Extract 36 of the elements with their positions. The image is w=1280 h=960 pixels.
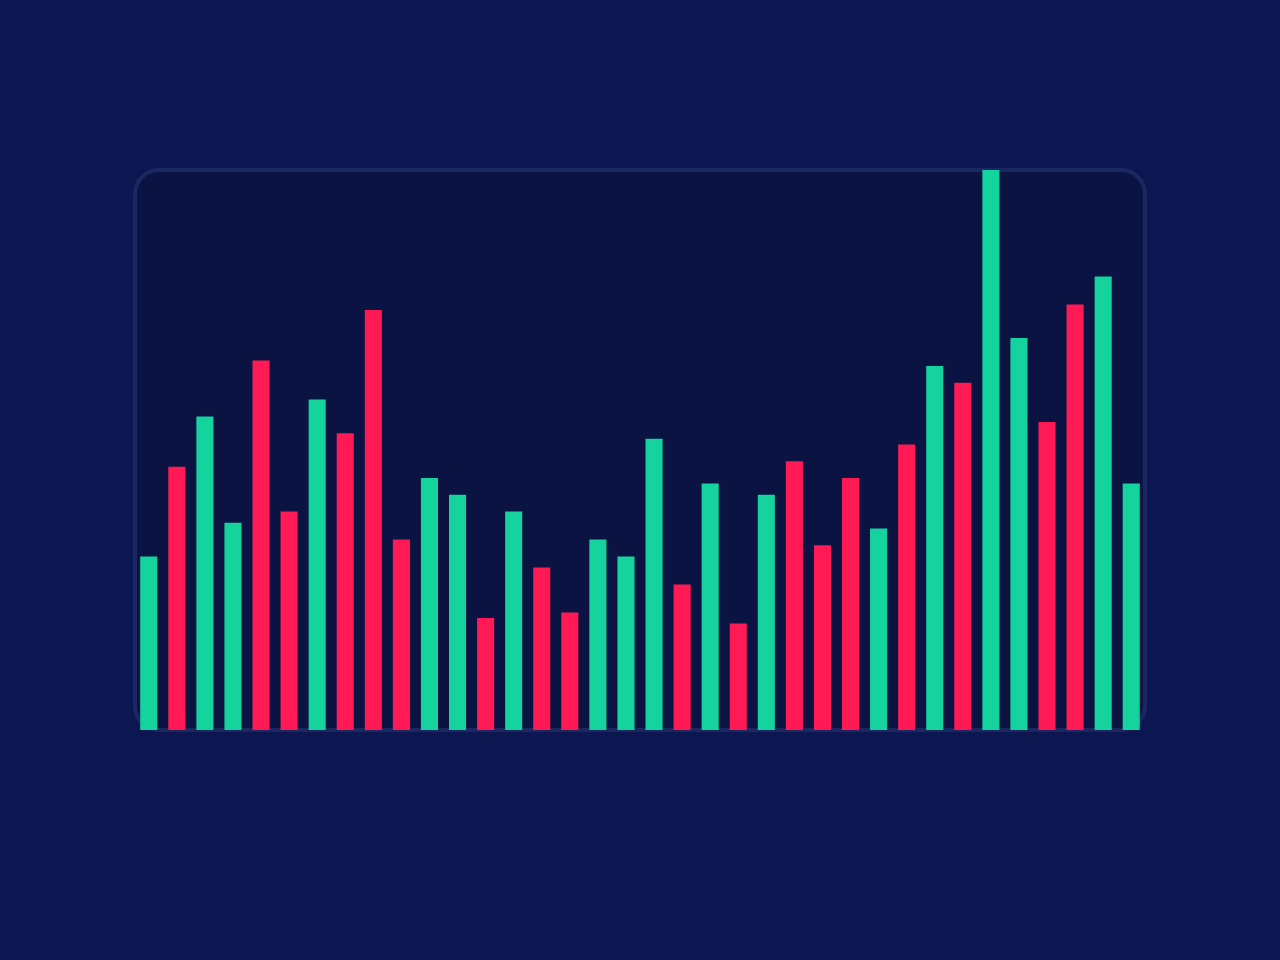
bar (1010, 338, 1028, 730)
bar (477, 618, 495, 730)
bar (449, 494, 467, 730)
bar (140, 556, 158, 730)
bar (954, 382, 972, 730)
bar (617, 556, 635, 730)
bar (505, 511, 523, 730)
bar (841, 478, 860, 730)
bar (280, 511, 298, 730)
bar (701, 483, 719, 730)
bar (1094, 276, 1112, 730)
bar (1066, 304, 1084, 730)
bar (308, 399, 326, 730)
bar (561, 612, 579, 730)
bar (1038, 422, 1056, 730)
bar (870, 528, 888, 730)
bar (813, 545, 831, 730)
bar (224, 522, 242, 730)
bar (757, 494, 775, 730)
bar (673, 584, 691, 730)
bar (336, 433, 354, 730)
bar (364, 310, 382, 730)
bar (589, 539, 607, 730)
bar (1122, 483, 1140, 730)
bar (729, 623, 747, 730)
bar (785, 461, 803, 730)
bar (392, 539, 410, 730)
bar (898, 444, 916, 730)
bar (982, 170, 1000, 730)
bar (533, 567, 551, 730)
bar (252, 360, 270, 730)
bar (645, 438, 663, 730)
bar (420, 478, 439, 730)
bar (196, 416, 214, 730)
bar (926, 366, 944, 730)
bar (168, 466, 186, 730)
